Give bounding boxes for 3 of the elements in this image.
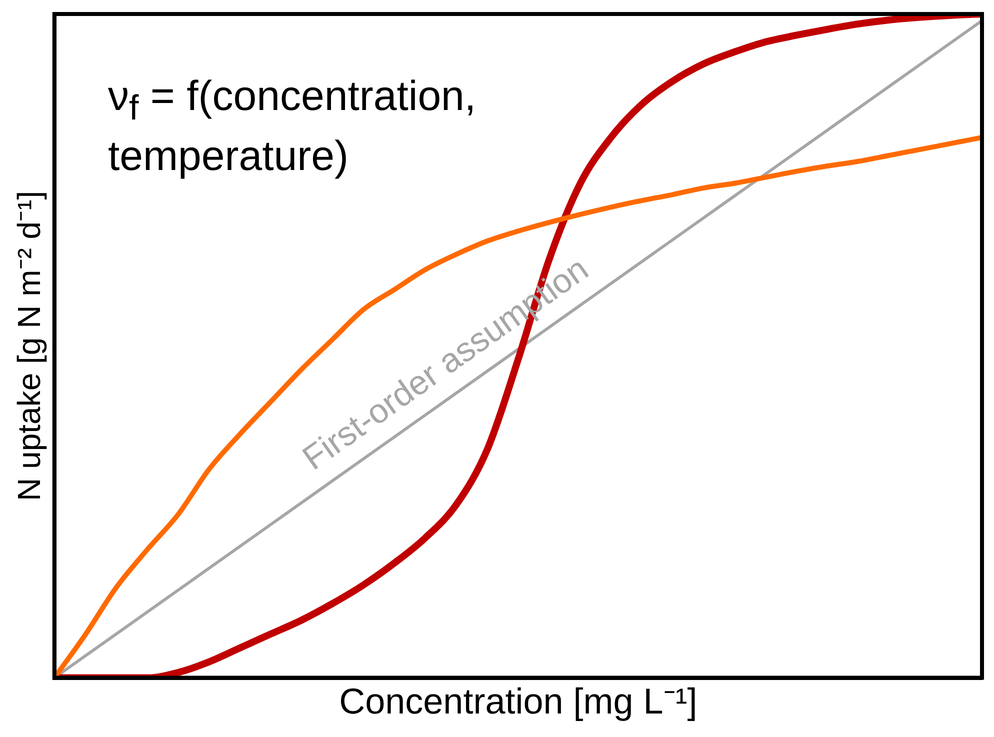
- annotation: ν$_{f}$ = f(concentration, temperature): [108, 71, 478, 182]
- x-axis-title: Concentration [mg L⁻¹]: [339, 680, 698, 722]
- y-axis-title: N uptake [g N m⁻² d⁻¹]: [11, 190, 48, 501]
